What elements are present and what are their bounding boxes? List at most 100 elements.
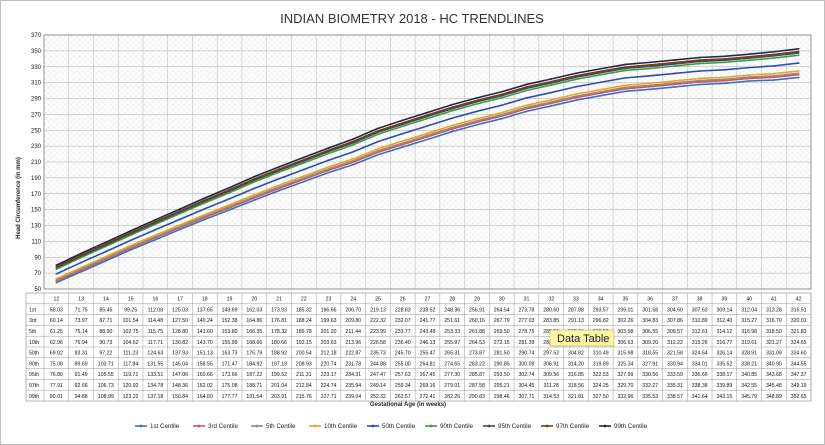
y-tick-label: 190 [31,176,42,182]
data-point-1st [525,110,528,113]
data-point-90th [624,69,627,72]
y-tick-label: 90 [34,255,41,261]
data-point-10th [253,193,256,196]
table-cell: 293.57 [593,307,609,313]
table-cell: 293.50 [494,372,510,378]
legend-item-10th: 10th Centile [309,423,358,430]
table-cell: 352.65 [791,394,807,400]
table-cell: 211.31 [296,372,312,378]
table-cell: 239.04 [345,394,361,400]
series-50th [55,62,800,275]
data-point-50th [104,250,107,253]
table-header-cell: 30 [499,297,505,303]
table-cell: 200.54 [296,351,312,357]
data-point-90th [302,161,305,164]
data-point-90th [55,268,58,270]
series-1st [55,76,800,284]
table-cell: 175.08 [222,383,238,389]
data-point-10th [797,70,800,72]
table-cell: 348.89 [766,394,782,400]
table-cell: 104.62 [123,340,139,346]
data-point-1st [649,88,652,91]
data-point-5th [550,101,553,103]
table-cell: 300.09 [519,361,535,367]
table-cell: 272.15 [494,340,510,346]
table-cell: 91.49 [75,372,88,378]
table-header-cell: 27 [425,297,431,303]
tooltip-box [549,329,615,347]
table-cell: 75.14 [75,329,88,335]
table-cell: 88.90 [99,329,112,335]
table-cell: 328.91 [741,351,757,357]
data-point-90th [377,133,379,136]
table-cell: 342.55 [741,383,757,389]
data-point-97th [401,121,404,124]
table-header-cell: 23 [326,297,332,303]
table-row-label: 99th [29,394,39,400]
table-cell: 119.71 [123,372,139,378]
table-cell: 212.18 [321,351,337,357]
data-point-10th [401,140,404,142]
data-point-95th [698,60,701,63]
data-point-1st [748,80,751,82]
table-cell: 137.93 [172,351,188,357]
table-header-cell: 33 [573,297,579,303]
data-point-5th [772,74,775,77]
table-cell: 318.55 [642,351,658,357]
table-cell: 97.22 [99,351,112,357]
legend-marker [313,424,317,428]
table-cell: 313.28 [766,307,782,313]
table-header-cell: 16 [152,297,158,303]
table-cell: 281.39 [519,340,535,346]
data-point-95th [649,65,652,68]
table-cell: 143.70 [197,340,213,346]
data-point-90th [772,57,775,59]
table-cell: 222.87 [345,351,361,357]
data-point-97th [179,210,181,212]
legend-marker [371,424,375,428]
table-cell: 150.84 [172,394,188,400]
table-cell: 58.03 [50,307,63,313]
data-point-10th [228,203,231,206]
table-header-cell: 13 [78,297,84,303]
data-point-10th [278,184,280,187]
table-header-cell: 37 [672,297,678,303]
table-cell: 267.79 [494,318,510,324]
data-point-97th [575,74,577,77]
table-header-cell: 38 [697,297,703,303]
legend-item-5th: 5th Centile [251,423,296,430]
table-cell: 137.18 [147,394,163,400]
table-cell: 76.80 [50,372,63,378]
table-cell: 180.66 [271,340,287,346]
table-header-cell: 29 [474,297,480,303]
table-cell: 330.56 [642,372,658,378]
table-cell: 83.31 [75,351,88,357]
data-point-10th [772,72,775,75]
data-point-10th [55,277,58,280]
legend: 1st Centile 3rd Centile 5th Centile 10th Ce… [135,423,648,430]
table-cell: 290.85 [494,361,510,367]
table-cell: 248.36 [444,307,460,313]
y-tick-label: 310 [31,81,42,87]
data-point-99th [426,111,429,114]
data-point-10th [154,234,157,237]
table-cell: 244.88 [370,361,386,367]
table-cell: 345.48 [766,383,782,389]
data-point-50th [649,74,652,77]
data-point-50th [575,85,577,88]
data-point-50th [179,218,181,221]
table-cell: 304.82 [568,351,584,357]
data-point-10th [624,84,627,87]
data-point-95th [748,57,751,60]
data-point-1st [302,180,305,183]
data-point-5th [674,82,676,84]
table-cell: 324.25 [593,383,609,389]
table-cell: 158.55 [197,361,213,367]
data-point-5th [179,225,181,228]
table-row-label: 1st [29,307,36,313]
data-point-90th [649,67,652,70]
y-tick-label: 230 [31,144,42,150]
data-point-5th [649,84,652,87]
table-cell: 92.66 [75,383,88,389]
table-cell: 312.04 [741,307,757,313]
